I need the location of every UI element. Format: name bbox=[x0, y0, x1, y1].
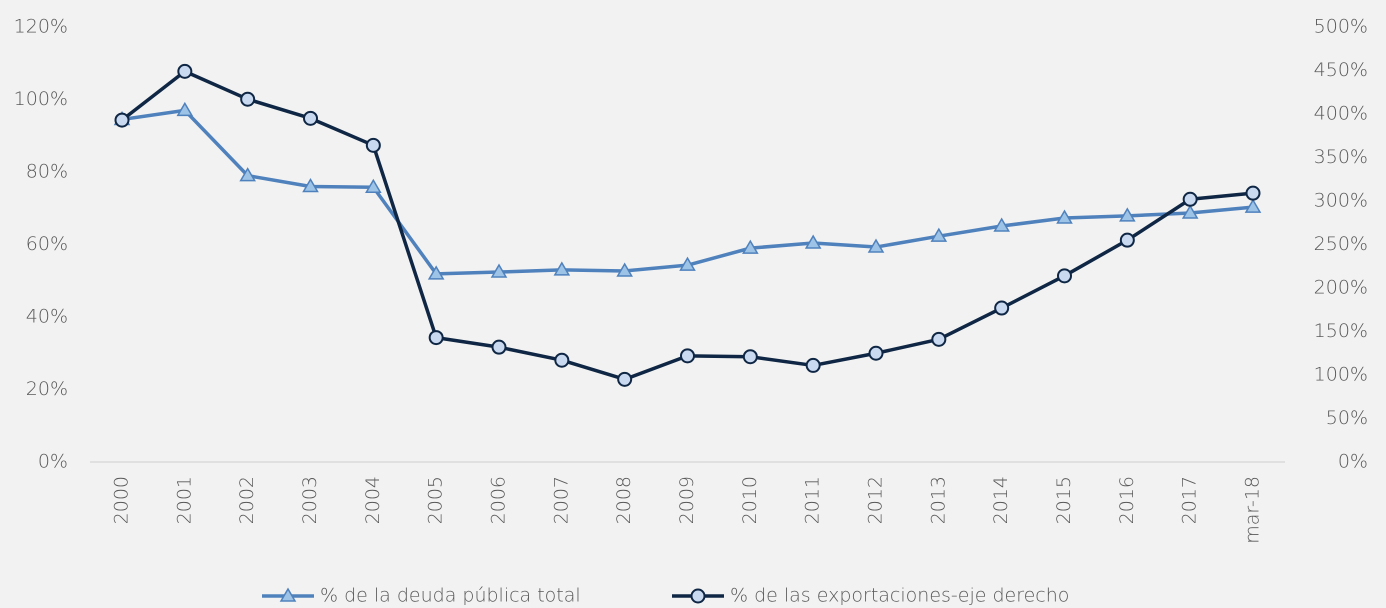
x-tick-label: 2001 bbox=[173, 476, 195, 524]
circle-marker bbox=[742, 349, 758, 365]
y-tick-label: 40% bbox=[26, 306, 68, 328]
x-tick-label: 2015 bbox=[1053, 476, 1075, 524]
circle-marker bbox=[240, 91, 256, 107]
triangle-marker bbox=[930, 227, 948, 242]
circle-marker bbox=[491, 339, 507, 355]
y-tick-label: 120% bbox=[14, 16, 68, 38]
x-tick-label: 2008 bbox=[613, 476, 635, 524]
x-tick-label: 2006 bbox=[488, 476, 510, 524]
y-tick-label: 20% bbox=[26, 378, 68, 400]
circle-marker bbox=[303, 110, 318, 126]
y-tick-label: 80% bbox=[26, 161, 68, 183]
series bbox=[114, 63, 1261, 387]
x-tick-label: 2011 bbox=[802, 476, 824, 524]
circle-marker bbox=[680, 348, 695, 364]
triangle-marker bbox=[279, 587, 297, 602]
circle-marker bbox=[805, 357, 821, 373]
circle-marker bbox=[617, 371, 633, 387]
circle-marker bbox=[690, 588, 706, 604]
x-tick-label: 2017 bbox=[1179, 476, 1201, 524]
circle-marker bbox=[1057, 268, 1072, 284]
y2-tick-label: 500% bbox=[1314, 16, 1368, 38]
triangle-marker bbox=[490, 263, 508, 278]
y2-tick-label: 250% bbox=[1314, 233, 1368, 255]
line bbox=[121, 108, 1254, 276]
x-tick-label: 2013 bbox=[927, 476, 949, 524]
circle-marker bbox=[1245, 185, 1261, 201]
circle-marker bbox=[554, 352, 570, 368]
x-tick-label: 2016 bbox=[1116, 476, 1138, 524]
y-tick-label: 0% bbox=[38, 451, 68, 473]
y2-tick-label: 50% bbox=[1326, 407, 1368, 429]
y2-tick-label: 400% bbox=[1314, 103, 1368, 125]
triangle-marker bbox=[239, 167, 256, 182]
line bbox=[120, 69, 1254, 382]
x-tick-label: 2005 bbox=[425, 476, 447, 524]
x-tick-label: 2009 bbox=[676, 476, 698, 524]
circle-marker bbox=[868, 345, 884, 361]
x-tick-label: 2012 bbox=[865, 476, 887, 524]
y2-tick-label: 200% bbox=[1314, 277, 1368, 299]
y2-tick-label: 0% bbox=[1338, 451, 1368, 473]
y2-tick-label: 150% bbox=[1314, 320, 1368, 342]
triangle-marker bbox=[867, 238, 885, 253]
circle-marker bbox=[994, 300, 1010, 316]
triangle-marker bbox=[427, 265, 445, 280]
triangle-marker bbox=[1244, 198, 1262, 213]
triangle-marker bbox=[1181, 204, 1199, 219]
circle-marker bbox=[365, 137, 381, 153]
y2-tick-label: 450% bbox=[1314, 59, 1368, 81]
y-tick-label: 60% bbox=[26, 233, 68, 255]
circle-marker bbox=[931, 331, 947, 347]
y2-tick-label: 350% bbox=[1314, 146, 1368, 168]
circle-marker bbox=[1182, 191, 1198, 207]
triangle-marker bbox=[365, 178, 382, 193]
circle-marker bbox=[177, 63, 193, 79]
triangle-marker bbox=[804, 234, 822, 249]
triangle-marker bbox=[679, 256, 696, 271]
triangle-marker bbox=[1119, 207, 1136, 222]
series bbox=[113, 101, 1262, 280]
y2-tick-label: 300% bbox=[1314, 190, 1368, 212]
x-tick-label: 2007 bbox=[550, 476, 572, 524]
x-tick-label: 2003 bbox=[299, 476, 321, 524]
triangle-marker bbox=[553, 261, 571, 276]
triangle-marker bbox=[302, 178, 319, 193]
y-tick-label: 100% bbox=[14, 88, 68, 110]
x-tick-label: 2014 bbox=[990, 476, 1012, 524]
triangle-marker bbox=[993, 217, 1010, 232]
x-tick-label: mar-18 bbox=[1242, 476, 1264, 544]
legend-label: % de la deuda pública total bbox=[320, 585, 581, 607]
x-tick-label: 2000 bbox=[111, 476, 133, 524]
circle-marker bbox=[428, 330, 444, 346]
triangle-marker bbox=[742, 239, 759, 254]
triangle-marker bbox=[176, 101, 194, 117]
triangle-marker bbox=[1056, 209, 1073, 224]
circle-marker bbox=[1119, 232, 1135, 248]
x-tick-label: 2004 bbox=[362, 476, 384, 524]
y2-tick-label: 100% bbox=[1314, 364, 1368, 386]
x-tick-label: 2002 bbox=[236, 476, 258, 524]
x-tick-label: 2010 bbox=[739, 476, 761, 524]
legend-label: % de las exportaciones-eje derecho bbox=[730, 585, 1069, 607]
circle-marker bbox=[114, 112, 130, 128]
triangle-marker bbox=[616, 262, 633, 277]
